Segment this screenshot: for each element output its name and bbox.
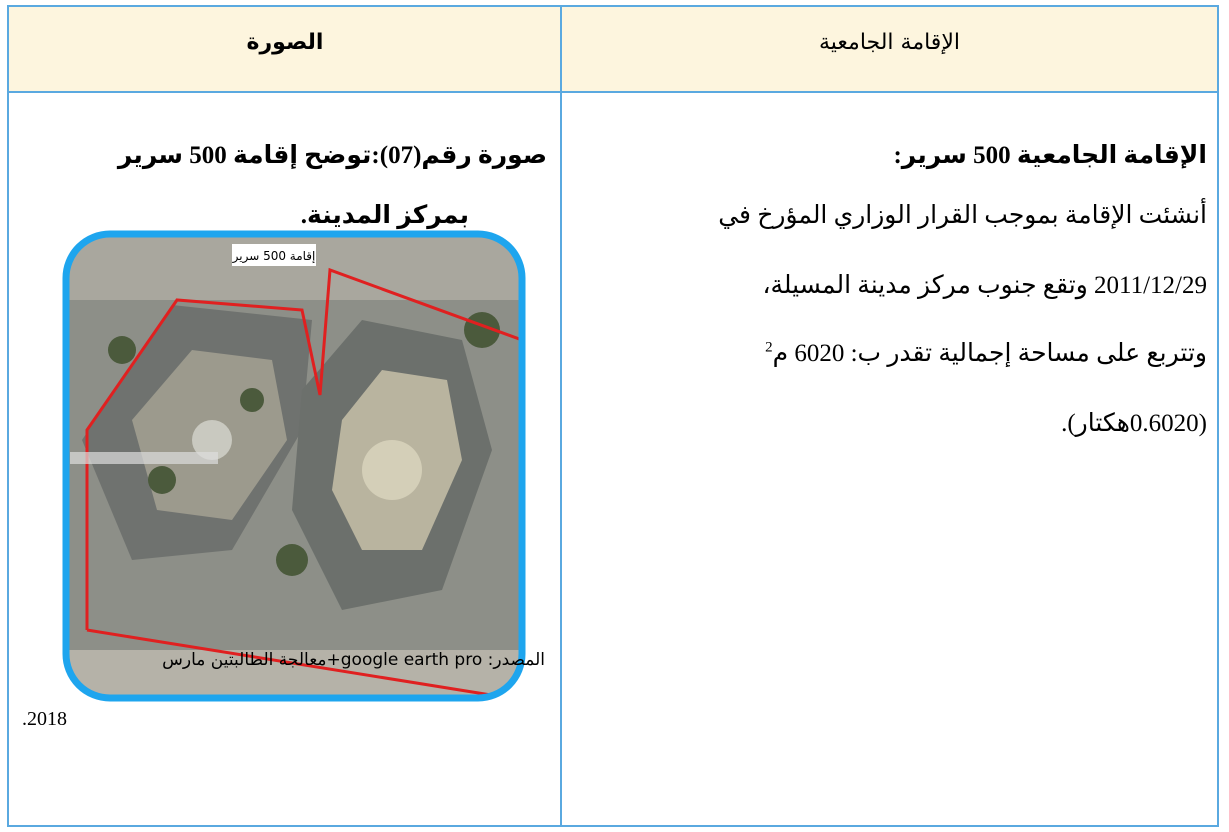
header-row: [7, 5, 1219, 93]
table-border: [7, 5, 1219, 827]
column-divider: [560, 5, 562, 827]
source-line: 2018.: [22, 708, 67, 730]
header-cell: الصورة: [246, 30, 324, 55]
paragraph-line: أنشئت الإقامة بموجب القرار الوزاري المؤر…: [718, 202, 1207, 229]
superscript: 2: [765, 339, 773, 356]
text: وتتربع على مساحة إجمالية تقدر ب: 6020 م: [772, 340, 1207, 367]
source-line: المصدر: google earth pro+معالجة الطالبتي…: [162, 650, 545, 670]
paragraph-line: وتتربع على مساحة إجمالية تقدر ب: 6020 م2: [765, 338, 1207, 368]
image-label: إقامة 500 سرير: [232, 249, 316, 264]
satellite-image: إقامة 500 سرير: [62, 230, 526, 702]
caption-line: بمركز المدينة.: [300, 202, 469, 229]
paragraph-line: 2011/12/29 وتقع جنوب مركز مدينة المسيلة،: [762, 272, 1207, 299]
paragraph-line: (0.6020هكتار).: [1061, 410, 1207, 437]
caption-line: صورة رقم(07):توضح إقامة 500 سرير: [117, 142, 547, 169]
header-cell: الإقامة الجامعية: [818, 30, 960, 55]
section-heading: الإقامة الجامعية 500 سرير:: [893, 142, 1207, 169]
